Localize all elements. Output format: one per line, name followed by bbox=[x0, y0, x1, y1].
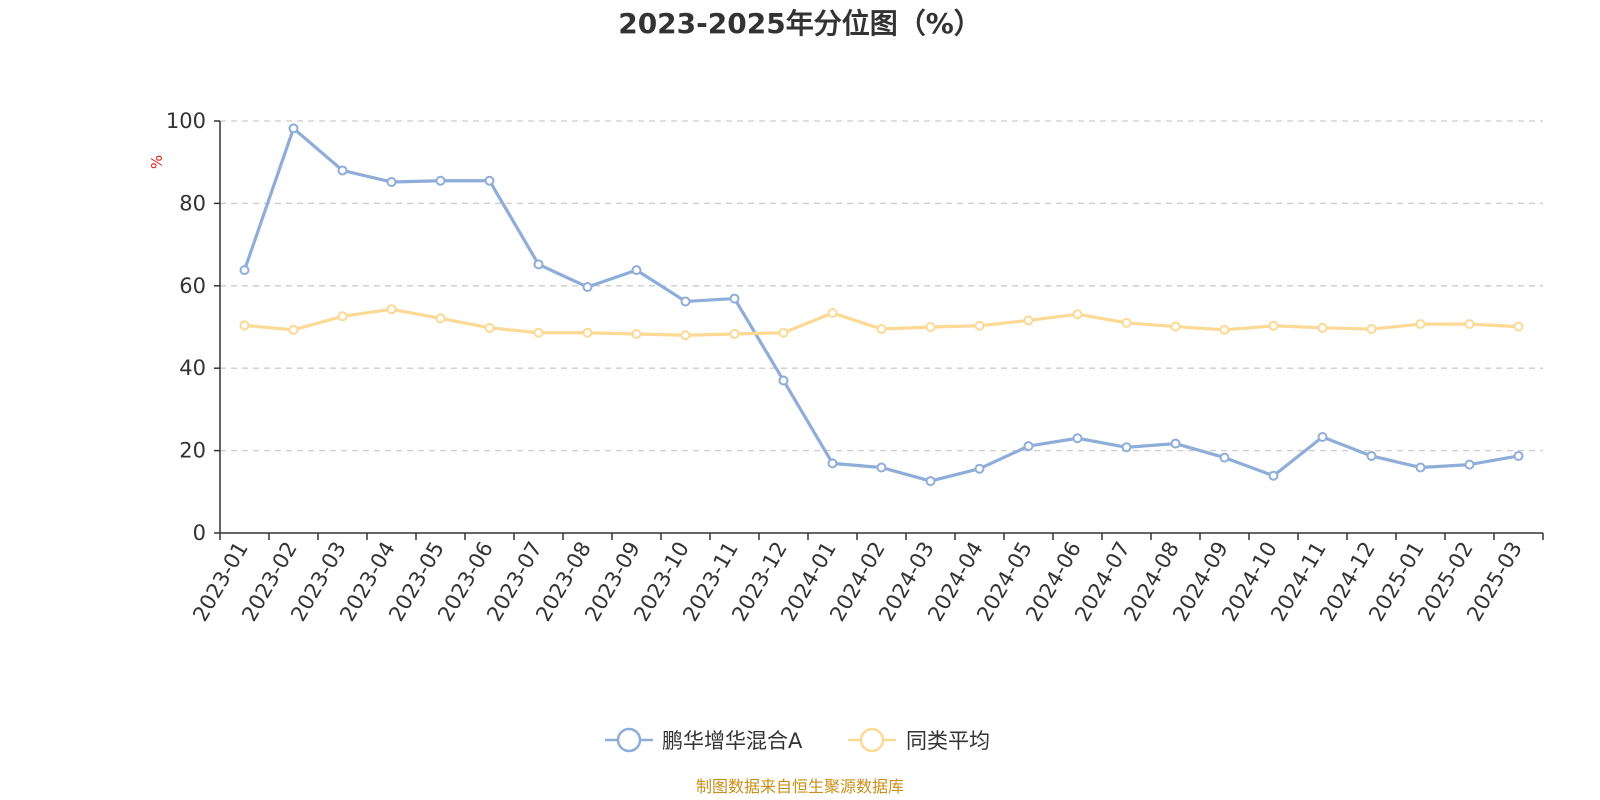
data-point bbox=[582, 327, 593, 338]
data-point bbox=[876, 324, 887, 335]
data-point bbox=[925, 476, 936, 487]
data-point bbox=[239, 265, 250, 276]
data-point bbox=[1219, 452, 1230, 463]
data-point bbox=[974, 463, 985, 474]
data-point bbox=[1219, 324, 1230, 335]
data-point bbox=[1121, 317, 1132, 328]
legend-marker-series-1 bbox=[616, 727, 642, 753]
grid-lines bbox=[220, 120, 1543, 452]
data-point bbox=[435, 175, 446, 186]
data-point bbox=[1464, 459, 1475, 470]
data-point bbox=[680, 296, 691, 307]
data-point bbox=[582, 282, 593, 293]
data-point bbox=[484, 322, 495, 333]
y-axis-label: % bbox=[148, 155, 166, 169]
y-tick-label: 60 bbox=[179, 274, 206, 298]
data-point bbox=[386, 176, 397, 187]
data-point bbox=[729, 293, 740, 304]
legend-label-series-2: 同类平均 bbox=[906, 729, 990, 753]
data-point bbox=[631, 329, 642, 340]
data-point bbox=[1170, 438, 1181, 449]
y-tick-label: 0 bbox=[193, 521, 206, 545]
data-point bbox=[533, 259, 544, 270]
y-tick-label: 40 bbox=[179, 356, 206, 380]
data-point bbox=[533, 327, 544, 338]
data-point bbox=[631, 265, 642, 276]
chart-title: 2023-2025年分位图（%） bbox=[618, 7, 982, 40]
data-point bbox=[337, 311, 348, 322]
data-point bbox=[1072, 309, 1083, 320]
y-tick-label: 20 bbox=[179, 439, 206, 463]
data-point bbox=[1317, 432, 1328, 443]
data-point bbox=[1268, 470, 1279, 481]
legend: 鹏华增华混合A 同类平均 bbox=[605, 727, 990, 753]
data-point bbox=[1072, 433, 1083, 444]
data-point bbox=[876, 462, 887, 473]
data-point bbox=[729, 329, 740, 340]
data-point bbox=[1415, 319, 1426, 330]
data-point bbox=[1317, 322, 1328, 333]
data-point bbox=[1366, 450, 1377, 461]
data-point bbox=[925, 322, 936, 332]
data-point bbox=[1268, 320, 1279, 331]
data-point bbox=[386, 304, 397, 315]
series-2 bbox=[239, 304, 1524, 341]
data-point bbox=[288, 123, 299, 134]
legend-label-series-1: 鹏华增华混合A bbox=[662, 729, 803, 753]
data-point bbox=[974, 320, 985, 331]
data-point bbox=[484, 175, 495, 186]
data-point bbox=[1366, 324, 1377, 335]
axes: 0204060801002023-012023-022023-032023-04… bbox=[166, 109, 1544, 625]
data-point bbox=[1023, 441, 1034, 452]
legend-item-series-1[interactable]: 鹏华增华混合A bbox=[605, 727, 803, 753]
source-note: 制图数据来自恒生聚源数据库 bbox=[696, 777, 904, 796]
data-point bbox=[1023, 315, 1034, 326]
data-point bbox=[288, 324, 299, 335]
data-point bbox=[827, 458, 838, 469]
legend-marker-series-2 bbox=[859, 727, 885, 753]
legend-item-series-2[interactable]: 同类平均 bbox=[848, 727, 990, 753]
series-1 bbox=[239, 123, 1524, 487]
data-point bbox=[1170, 321, 1181, 332]
data-point bbox=[1121, 442, 1132, 453]
data-point bbox=[1513, 321, 1524, 332]
data-point bbox=[435, 313, 446, 324]
data-point bbox=[1464, 319, 1475, 330]
y-tick-label: 100 bbox=[166, 109, 206, 133]
data-point bbox=[239, 320, 250, 331]
data-point bbox=[337, 165, 348, 176]
data-point bbox=[680, 330, 691, 341]
data-point bbox=[1415, 462, 1426, 473]
data-point bbox=[827, 307, 838, 318]
series-lines bbox=[239, 123, 1524, 487]
y-tick-label: 80 bbox=[179, 191, 206, 215]
data-point bbox=[1513, 450, 1524, 461]
data-point bbox=[778, 375, 789, 386]
data-point bbox=[778, 327, 789, 338]
